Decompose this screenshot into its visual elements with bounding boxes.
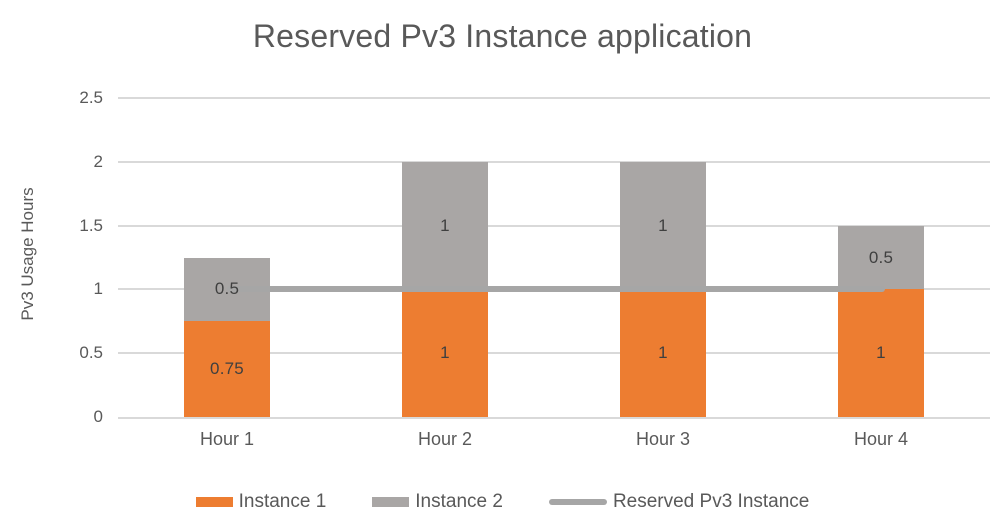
chart-title: Reserved Pv3 Instance application: [252, 18, 753, 54]
legend-swatch-instance-2: [372, 497, 410, 507]
legend-item-instance-2: Instance 2: [372, 491, 503, 513]
x-tick-label: Hour 1: [199, 429, 255, 449]
y-tick-label: 2: [93, 151, 103, 171]
y-tick-label: 2.5: [79, 88, 103, 107]
legend-label: Instance 2: [415, 491, 503, 512]
bar-instance-1-hour-4: 1: [838, 289, 924, 417]
y-tick-label: 0: [93, 407, 103, 426]
legend-swatch-instance-1: [195, 497, 233, 507]
bar-instance-2-hour-4: 0.5: [838, 225, 924, 290]
data-label: 0.5: [214, 279, 240, 299]
data-label: 0.5: [868, 247, 894, 267]
legend-swatch-reserved-pv3-instance: [548, 499, 607, 505]
data-label: 1: [440, 215, 450, 235]
x-tick-label: Hour 4: [853, 429, 909, 449]
legend-label: Instance 1: [238, 491, 327, 512]
x-tick-label: Hour 2: [417, 429, 473, 449]
data-label: 1: [658, 343, 668, 363]
bar-instance-2-hour-3: 1: [620, 161, 706, 290]
y-tick-label: 1: [93, 279, 103, 299]
legend: Instance 1 Instance 2 Reserved Pv3 Instanc…: [0, 487, 1005, 517]
gridline-y-2: [118, 160, 990, 163]
y-tick-label: 1.5: [79, 215, 103, 235]
gridline-y-0.5: [118, 352, 990, 355]
bar-instance-1-hour-2: 1: [402, 289, 488, 417]
bar-instance-1-hour-1: 0.75: [184, 321, 270, 417]
bar-instance-2-hour-1: 0.5: [184, 257, 270, 322]
legend-item-reserved-pv3-instance: Reserved Pv3 Instance: [548, 491, 810, 513]
bar-instance-1-hour-3: 1: [620, 289, 706, 417]
plot-area: 0.75 1 1 1 0.5 1 1 0.5: [118, 97, 990, 419]
legend-label: Reserved Pv3 Instance: [612, 491, 810, 512]
line-reserved-pv3-instance: [227, 286, 885, 293]
x-axis-line: [118, 417, 990, 419]
x-tick-label: Hour 3: [635, 429, 691, 449]
data-label: 1: [876, 343, 886, 363]
data-label: 0.75: [210, 359, 244, 379]
y-tick-label: 0.5: [79, 343, 103, 363]
bar-instance-2-hour-2: 1: [402, 161, 488, 290]
data-label: 1: [658, 215, 668, 235]
y-axis-tick-labels: 0 0.5 1 1.5 2 2.5: [30, 0, 103, 531]
gridline-y-2.5: [118, 97, 990, 99]
x-axis-tick-labels: Hour 1 Hour 2 Hour 3 Hour 4: [118, 429, 990, 453]
data-label: 1: [440, 343, 450, 363]
gridline-y-1.5: [118, 224, 990, 227]
legend-item-instance-1: Instance 1: [195, 491, 327, 513]
